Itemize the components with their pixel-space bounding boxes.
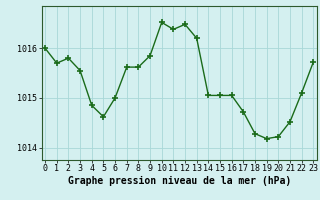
X-axis label: Graphe pression niveau de la mer (hPa): Graphe pression niveau de la mer (hPa) [68, 176, 291, 186]
